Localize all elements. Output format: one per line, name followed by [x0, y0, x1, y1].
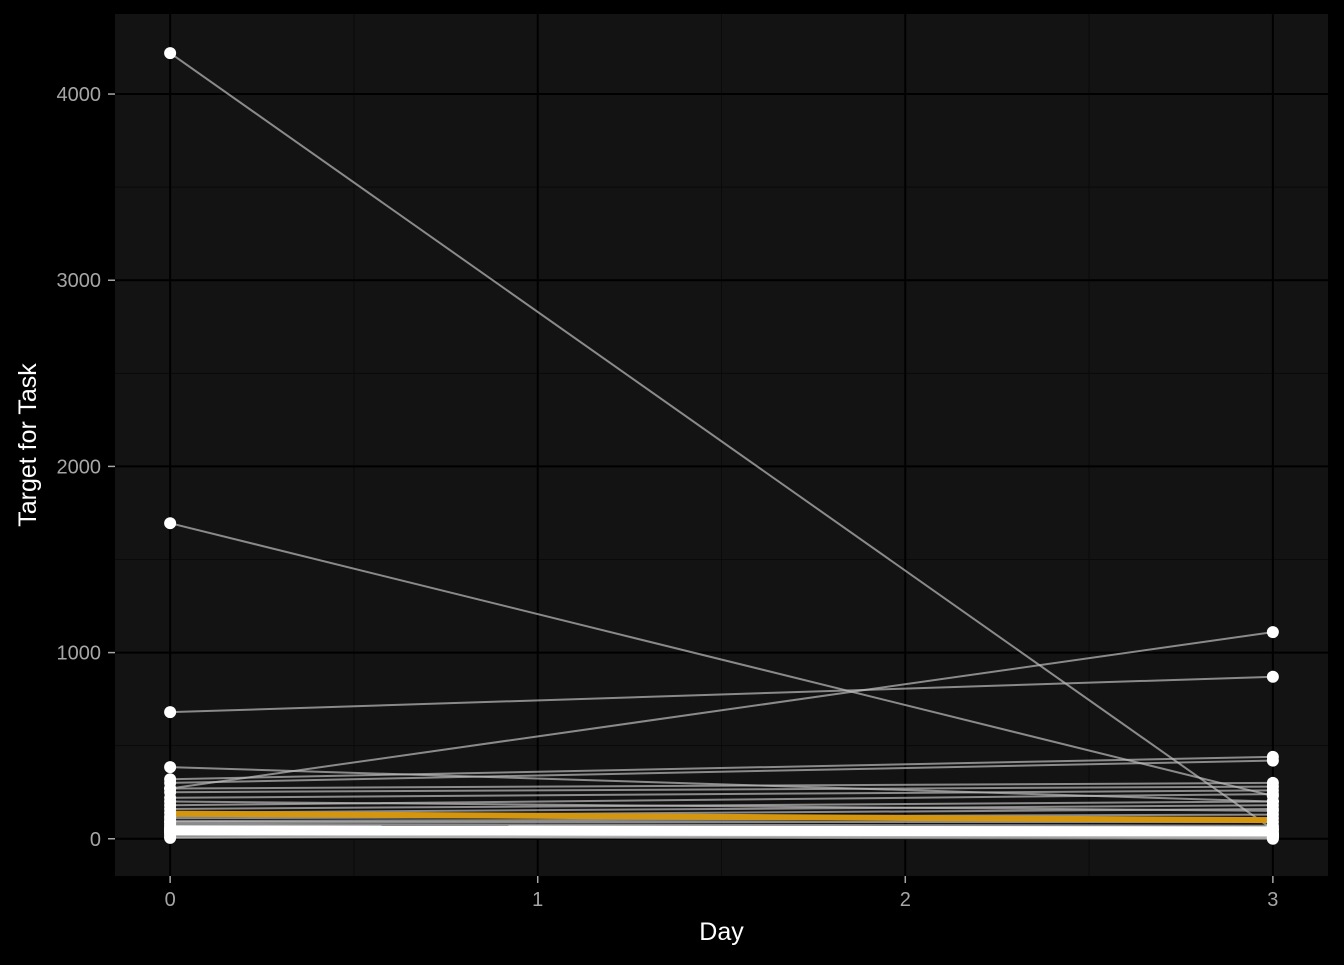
y-axis-title: Target for Task — [14, 363, 42, 527]
y-tick-label: 4000 — [57, 84, 102, 106]
series-line-3 — [170, 675, 1273, 714]
series-point-2 — [164, 517, 177, 530]
x-tick-label: 3 — [1267, 889, 1278, 911]
x-tick-label: 2 — [900, 889, 911, 911]
y-tick-label: 2000 — [57, 456, 102, 478]
series-point-1 — [164, 47, 177, 60]
series-line-1 — [169, 52, 1274, 831]
series-point-3 — [164, 706, 177, 719]
series-line-4 — [169, 631, 1274, 790]
series-point-30 — [1266, 829, 1279, 842]
x-axis-title: Day — [699, 918, 744, 946]
dense-lines-band — [170, 825, 1273, 837]
series-line-8 — [170, 781, 1273, 790]
y-axis: 0 1000 2000 3000 4000 — [57, 84, 115, 851]
series-line-19 — [170, 822, 1273, 827]
x-tick-label: 0 — [165, 889, 176, 911]
major-grid — [115, 14, 1328, 876]
y-tick-label: 3000 — [57, 270, 102, 292]
series-line-14 — [170, 804, 1273, 814]
series-line-10 — [170, 789, 1273, 799]
series-point-7 — [1266, 754, 1279, 767]
series-line-6 — [170, 755, 1273, 781]
series-points — [164, 47, 1279, 845]
series-line-7 — [170, 759, 1273, 784]
series-line-2 — [169, 522, 1274, 797]
y-tick-label: 1000 — [57, 643, 102, 665]
minor-grid — [115, 14, 1328, 876]
series-lines — [169, 52, 1274, 840]
series-point-30 — [164, 831, 177, 844]
x-axis: 0 1 2 3 — [165, 876, 1278, 911]
y-tick-label: 0 — [90, 829, 101, 851]
x-tick-label: 1 — [532, 889, 543, 911]
mean-line — [170, 810, 1273, 824]
series-line-13 — [170, 800, 1273, 810]
series-point-3 — [1266, 670, 1279, 683]
series-point-5 — [164, 761, 177, 774]
series-line-12 — [170, 793, 1273, 807]
series-line-9 — [170, 785, 1273, 794]
series-point-4 — [1266, 626, 1279, 639]
